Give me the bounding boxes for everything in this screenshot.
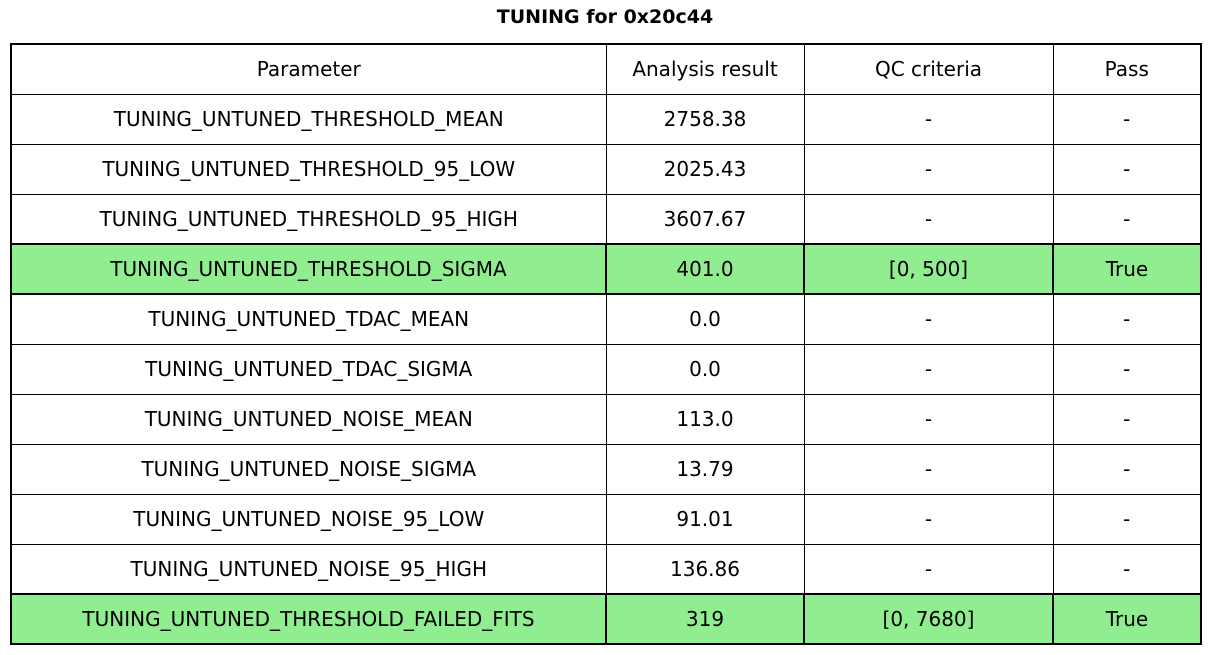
cell-pass: -: [1052, 343, 1202, 395]
cell-pass: -: [1052, 493, 1202, 545]
cell-qc-criteria: -: [803, 493, 1054, 545]
table-row: TUNING_UNTUNED_TDAC_SIGMA 0.0- -: [10, 343, 1202, 395]
column-header-parameter: Parameter: [10, 43, 607, 95]
cell-pass: -: [1052, 443, 1202, 495]
header-row: Parameter Analysis result QC criteria Pa…: [10, 43, 1202, 95]
cell-analysis-result: 3607.67: [605, 193, 805, 245]
cell-parameter: TUNING_UNTUNED_THRESHOLD_SIGMA: [10, 243, 607, 295]
cell-analysis-result: 0.0: [605, 293, 805, 345]
cell-qc-criteria: -: [803, 93, 1054, 145]
qc-table-body: TUNING_UNTUNED_THRESHOLD_MEAN 2758.38- - TU…: [10, 93, 1202, 645]
cell-analysis-result: 2758.38: [605, 93, 805, 145]
cell-pass: True: [1052, 243, 1202, 295]
column-header-pass: Pass: [1052, 43, 1202, 95]
cell-analysis-result: 136.86: [605, 543, 805, 595]
table-row: TUNING_UNTUNED_THRESHOLD_SIGMA 401.0 [0, 5…: [10, 243, 1202, 295]
table-row: TUNING_UNTUNED_THRESHOLD_95_LOW 2025.43- -: [10, 143, 1202, 195]
cell-parameter: TUNING_UNTUNED_NOISE_95_HIGH: [10, 543, 607, 595]
table-row: TUNING_UNTUNED_THRESHOLD_MEAN 2758.38- -: [10, 93, 1202, 145]
cell-parameter: TUNING_UNTUNED_NOISE_SIGMA: [10, 443, 607, 495]
cell-parameter: TUNING_UNTUNED_TDAC_MEAN: [10, 293, 607, 345]
cell-parameter: TUNING_UNTUNED_NOISE_MEAN: [10, 393, 607, 445]
table-row: TUNING_UNTUNED_NOISE_95_LOW 91.01- -: [10, 493, 1202, 545]
qc-table-header: Parameter Analysis result QC criteria Pa…: [10, 43, 1202, 95]
cell-pass: -: [1052, 193, 1202, 245]
cell-parameter: TUNING_UNTUNED_THRESHOLD_95_LOW: [10, 143, 607, 195]
table-row: TUNING_UNTUNED_TDAC_MEAN 0.0- -: [10, 293, 1202, 345]
cell-qc-criteria: -: [803, 543, 1054, 595]
cell-analysis-result: 13.79: [605, 443, 805, 495]
cell-pass: -: [1052, 293, 1202, 345]
cell-qc-criteria: -: [803, 293, 1054, 345]
cell-parameter: TUNING_UNTUNED_NOISE_95_LOW: [10, 493, 607, 545]
cell-analysis-result: 113.0: [605, 393, 805, 445]
cell-pass: -: [1052, 393, 1202, 445]
cell-qc-criteria: -: [803, 343, 1054, 395]
cell-qc-criteria: [0, 500]: [803, 243, 1054, 295]
cell-parameter: TUNING_UNTUNED_THRESHOLD_FAILED_FITS: [10, 593, 607, 645]
table-row: TUNING_UNTUNED_NOISE_SIGMA 13.79- -: [10, 443, 1202, 495]
cell-analysis-result: 91.01: [605, 493, 805, 545]
table-row: TUNING_UNTUNED_NOISE_MEAN 113.0- -: [10, 393, 1202, 445]
cell-analysis-result: 401.0: [605, 243, 805, 295]
column-header-analysis-result: Analysis result: [605, 43, 805, 95]
cell-analysis-result: 2025.43: [605, 143, 805, 195]
qc-table: Parameter Analysis result QC criteria Pa…: [10, 43, 1202, 645]
cell-analysis-result: 319: [605, 593, 805, 645]
cell-pass: True: [1052, 593, 1202, 645]
page-title: TUNING for 0x20c44: [496, 6, 714, 28]
column-header-qc-criteria: QC criteria: [803, 43, 1054, 95]
table-row: TUNING_UNTUNED_THRESHOLD_FAILED_FITS 319[…: [10, 593, 1202, 645]
cell-parameter: TUNING_UNTUNED_TDAC_SIGMA: [10, 343, 607, 395]
cell-analysis-result: 0.0: [605, 343, 805, 395]
cell-pass: -: [1052, 93, 1202, 145]
cell-qc-criteria: [0, 7680]: [803, 593, 1054, 645]
cell-qc-criteria: -: [803, 443, 1054, 495]
cell-parameter: TUNING_UNTUNED_THRESHOLD_MEAN: [10, 93, 607, 145]
table-row: TUNING_UNTUNED_NOISE_95_HIGH 136.86- -: [10, 543, 1202, 595]
cell-pass: -: [1052, 143, 1202, 195]
table-row: TUNING_UNTUNED_THRESHOLD_95_HIGH 3607.67-…: [10, 193, 1202, 245]
cell-pass: -: [1052, 543, 1202, 595]
cell-qc-criteria: -: [803, 393, 1054, 445]
cell-qc-criteria: -: [803, 143, 1054, 195]
cell-qc-criteria: -: [803, 193, 1054, 245]
cell-parameter: TUNING_UNTUNED_THRESHOLD_95_HIGH: [10, 193, 607, 245]
